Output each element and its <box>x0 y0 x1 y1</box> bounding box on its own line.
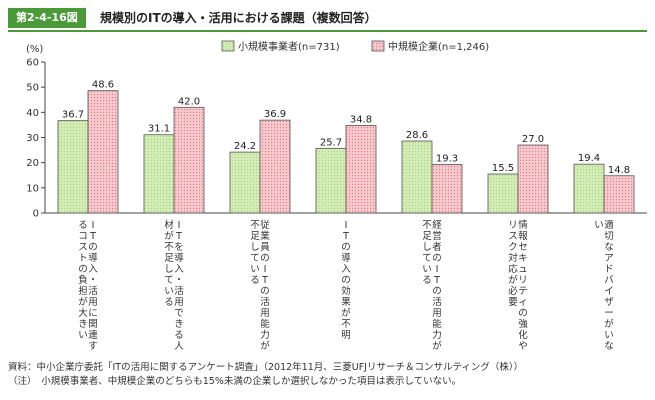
bar-small-business <box>487 173 519 214</box>
bar-medium-enterprise <box>345 125 377 214</box>
bar-small-business <box>315 147 347 214</box>
bar-value-label: 42.0 <box>178 96 200 107</box>
bar-value-label: 19.4 <box>578 153 600 164</box>
legend-label: 中規模企業(n=1,246) <box>388 40 489 53</box>
bar-value-label: 28.6 <box>406 130 428 141</box>
bar-value-label: 48.6 <box>92 80 114 91</box>
bar-value-label: 27.0 <box>522 134 544 145</box>
bar-medium-enterprise <box>87 90 119 214</box>
figure-number-badge: 第2-4-16図 <box>8 8 86 28</box>
bar-value-label: 31.1 <box>148 124 170 135</box>
y-tick-label: 0 <box>33 209 39 220</box>
legend-swatch-small-business <box>221 40 235 52</box>
bar-medium-enterprise <box>431 164 463 214</box>
y-tick-label: 50 <box>26 83 39 94</box>
bar-medium-enterprise <box>603 175 635 214</box>
category-label: I T の導入の効果が不明 <box>341 220 351 341</box>
footnote: （注） 小規模事業者、中規模企業のどちらも15%未満の企業しか選択しなかった項目… <box>8 376 462 387</box>
bar-value-label: 36.9 <box>264 109 286 120</box>
bar-medium-enterprise <box>173 106 205 214</box>
bar-value-label: 36.7 <box>62 110 84 121</box>
y-tick-label: 60 <box>26 58 39 69</box>
category-label: 適切なアドバイザーがいない <box>594 219 614 352</box>
bar-small-business <box>401 140 433 214</box>
source-note: 資料：中小企業庁委託「ITの活用に関するアンケート調査」（2012年11月、三菱… <box>8 362 524 373</box>
category-labels: I T の導入・活用に関連するコストの負担が大きい I T を導入・活用できる人材が不足し… <box>78 219 614 352</box>
bar-value-label: 19.3 <box>436 153 458 164</box>
bar-small-business <box>573 163 605 214</box>
category-label: 従業員の I T の活用能力が不足している <box>250 219 270 352</box>
bar-small-business <box>57 120 89 214</box>
y-tick-label: 10 <box>26 183 39 194</box>
y-tick-label: 30 <box>26 133 39 144</box>
y-axis-label: (%) <box>26 44 43 55</box>
figure-title: 規模別のITの導入・活用における課題（複数回答） <box>100 11 377 25</box>
category-label: I T を導入・活用できる人材が不足している <box>164 219 184 352</box>
category-label: 情報セキュリティの強化やリスク対応が必要 <box>508 219 528 352</box>
bar-value-label: 34.8 <box>350 114 372 125</box>
bar-medium-enterprise <box>517 144 549 214</box>
category-label: I T の導入・活用に関連するコストの負担が大きい <box>78 220 98 352</box>
figure-header: 第2-4-16図 規模別のITの導入・活用における課題（複数回答） <box>8 8 647 32</box>
legend-swatch-medium-enterprise <box>371 40 385 52</box>
bar-value-label: 24.2 <box>234 141 256 152</box>
y-tick-label: 20 <box>26 158 39 169</box>
y-tick-label: 40 <box>26 108 39 119</box>
bar-chart: 小規模事業者(n=731) 中規模企業(n=1,246) (%) 0 10 20 30 4… <box>26 40 647 352</box>
legend-label: 小規模事業者(n=731) <box>238 40 340 53</box>
bar-medium-enterprise <box>259 119 291 214</box>
bar-value-label: 15.5 <box>492 163 514 174</box>
bar-small-business <box>143 134 175 214</box>
chart-bars: 36.7 48.6 31.1 42.0 24.2 36.9 25.7 34.8 28.6 19.3… <box>57 80 635 214</box>
bar-value-label: 14.8 <box>608 165 630 176</box>
chart-legend: 小規模事業者(n=731) 中規模企業(n=1,246) <box>221 40 489 53</box>
figure-notes: 資料：中小企業庁委託「ITの活用に関するアンケート調査」（2012年11月、三菱… <box>8 361 523 389</box>
category-label: 経営者の I T の活用能力が不足している <box>422 219 442 352</box>
bar-small-business <box>229 151 261 214</box>
bar-value-label: 25.7 <box>320 137 342 148</box>
